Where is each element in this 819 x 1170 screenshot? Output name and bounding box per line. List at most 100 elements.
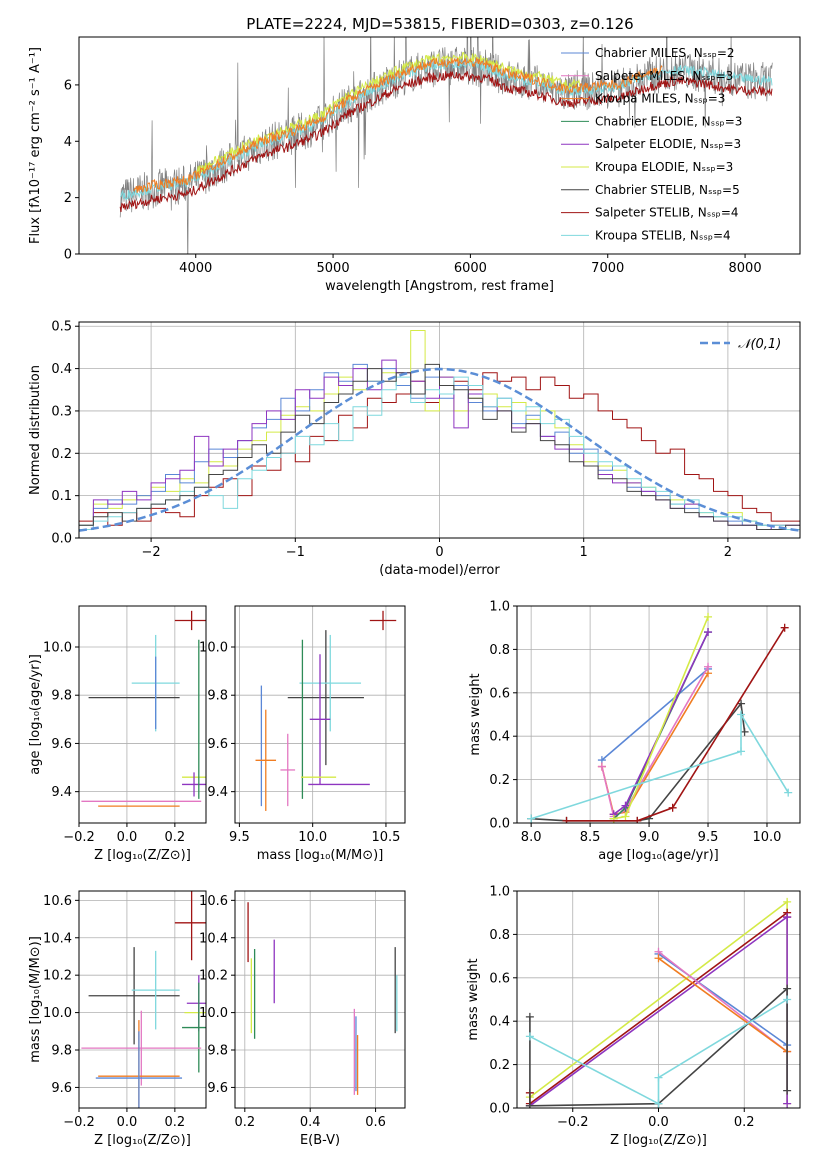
weight-marker [525,1012,534,1021]
mass-Z-xlabel: Z [log₁₀(Z/Z⊙)] [94,1133,191,1148]
weight-marker [784,788,793,797]
age-mass-xtick-label: 10.5 [371,830,400,845]
residuals-xtick-label: −2 [142,545,161,560]
weight-marker [783,995,792,1004]
age-mass-xtick-label: 10.0 [298,830,327,845]
mass-EBV-ytick-label: 9.8 [207,1044,228,1059]
mass-Z-xtick-label: −0.2 [63,1115,95,1130]
weight-age-ytick-label: 0.4 [489,730,510,745]
errorbar-point [88,947,180,1045]
weight-age-xlabel: age [log₁₀(age/yr)] [598,848,719,863]
age-Z-ylabel: age [log₁₀(age/yr)] [28,654,43,775]
errorbar-point [280,733,296,807]
legend-entry: Salpeter STELIB, Nₛₛₚ=4 [595,206,739,220]
weight-age-ytick-label: 0.2 [489,773,510,788]
spectrum-ytick-label: 6 [64,78,72,93]
weight-marker [704,628,713,637]
mass-EBV-ytick-label: 9.6 [207,1081,228,1096]
mass-EBV-plot-area [247,902,398,1095]
spectrum-frame [78,36,801,255]
residuals-ytick-label: 0.3 [51,404,72,419]
errorbar-point [182,772,206,797]
weight-marker [668,803,677,812]
errorbar-point [309,654,331,785]
legend-entry: Chabrier STELIB, Nₛₛₚ=5 [595,183,740,197]
mass-EBV-ytick-label: 10.0 [199,1006,228,1021]
legend-entry: Kroupa STELIB, Nₛₛₚ=4 [595,228,731,242]
residuals-xtick-label: 2 [724,545,732,560]
residuals-xtick-label: 0 [435,545,443,560]
weight-marker [783,984,792,993]
weight-Z-xlabel: Z [log₁₀(Z/Z⊙)] [610,1133,707,1148]
weight-marker [562,816,571,823]
legend-entry: Kroupa MILES, Nₛₛₚ=3 [595,92,725,106]
spectrum-ytick-label: 4 [64,135,72,150]
weight-marker [527,814,536,823]
weight-marker [704,662,713,671]
weight-marker [621,812,630,821]
weight-Z-ytick-label: 0.6 [489,971,510,986]
errorbar-point [174,891,206,961]
weight-series-line [530,711,789,820]
weight-Z-ylabel: mass weight [466,958,481,1040]
age-mass-xlabel: mass [log₁₀(M/M⊙)] [257,848,384,863]
gauss-legend-label: 𝒩(0,1) [738,337,781,352]
spectrum-ytick-label: 2 [64,191,72,206]
residuals-panel: −2 −1 0 1 2 0.0 0.1 0.2 0.3 0.4 0.5 (data-model)/er… [28,320,801,578]
mass-Z-ytick-label: 9.8 [51,1044,72,1059]
weight-series-line [529,998,788,1106]
spectrum-plot-area [119,37,773,254]
mass-Z-frame [78,890,207,1109]
weight-age-ytick-label: 0.6 [489,686,510,701]
weight-series-line [566,627,786,822]
age-mass-frame [234,605,406,824]
mass-EBV-ytick-label: 10.2 [199,969,228,984]
spectrum-xtick-label: 8000 [729,261,762,276]
legend-entry: Salpeter MILES, Nₛₛₚ=3 [595,69,733,83]
weight-series-line [601,666,709,818]
weight-marker [654,1073,663,1082]
residuals-ytick-label: 0.0 [51,532,72,547]
weight-series-line [658,957,788,1053]
age-Z-xtick-label: 0.2 [165,830,186,845]
errorbar-point [255,709,277,811]
errorbar-point [131,950,180,1030]
weight-marker [597,762,606,771]
errorbar-point [299,634,362,732]
errorbar-point [287,630,364,766]
legend-entry: Salpeter ELODIE, Nₛₛₚ=3 [595,137,741,151]
mass-Z-xtick-label: 0.2 [165,1115,186,1130]
residuals-xtick-label: −1 [286,545,305,560]
residuals-xlabel: (data-model)/error [379,563,500,578]
weight-Z-plot-area [525,897,792,1108]
spectrum-xtick-label: 7000 [591,261,624,276]
residuals-plot-area [79,330,800,538]
weight-marker [737,699,746,708]
age-mass-ytick-label: 9.6 [207,737,228,752]
weight-Z-ytick-label: 0.8 [489,928,510,943]
spectrum-panel: 4000 5000 6000 7000 8000 0 2 4 6 wavelength [Angs… [28,36,801,294]
model-spectrum [133,57,663,193]
mass-EBV-xlabel: E(B-V) [300,1133,340,1148]
age-Z-frame [78,605,207,824]
mass-EBV-xtick-label: 0.6 [365,1115,386,1130]
weight-age-ytick-label: 1.0 [489,600,510,615]
mass-EBV-frame [234,890,406,1109]
weight-marker [525,1032,534,1041]
weight-marker [704,612,713,621]
legend-entry: Chabrier ELODIE, Nₛₛₚ=3 [595,114,742,128]
weight-marker [780,623,789,632]
age-mass-panel: 9.5 10.0 10.5 9.4 9.6 9.8 10.0 mass [log₁₀(M/M⊙… [199,605,406,863]
weight-series-line [658,951,788,1053]
age-Z-ytick-label: 9.4 [51,785,72,800]
age-Z-xlabel: Z [log₁₀(Z/Z⊙)] [94,848,191,863]
weight-marker [783,1086,792,1095]
weight-marker [654,954,663,963]
figure-title: PLATE=2224, MJD=53815, FIBERID=0303, z=0… [246,15,633,33]
errorbar-point [174,610,206,631]
weight-marker [737,747,746,756]
mass-Z-xtick-label: 0.0 [117,1115,138,1130]
weight-Z-xtick-label: 0.2 [734,1115,755,1130]
residuals-ytick-label: 0.4 [51,362,72,377]
